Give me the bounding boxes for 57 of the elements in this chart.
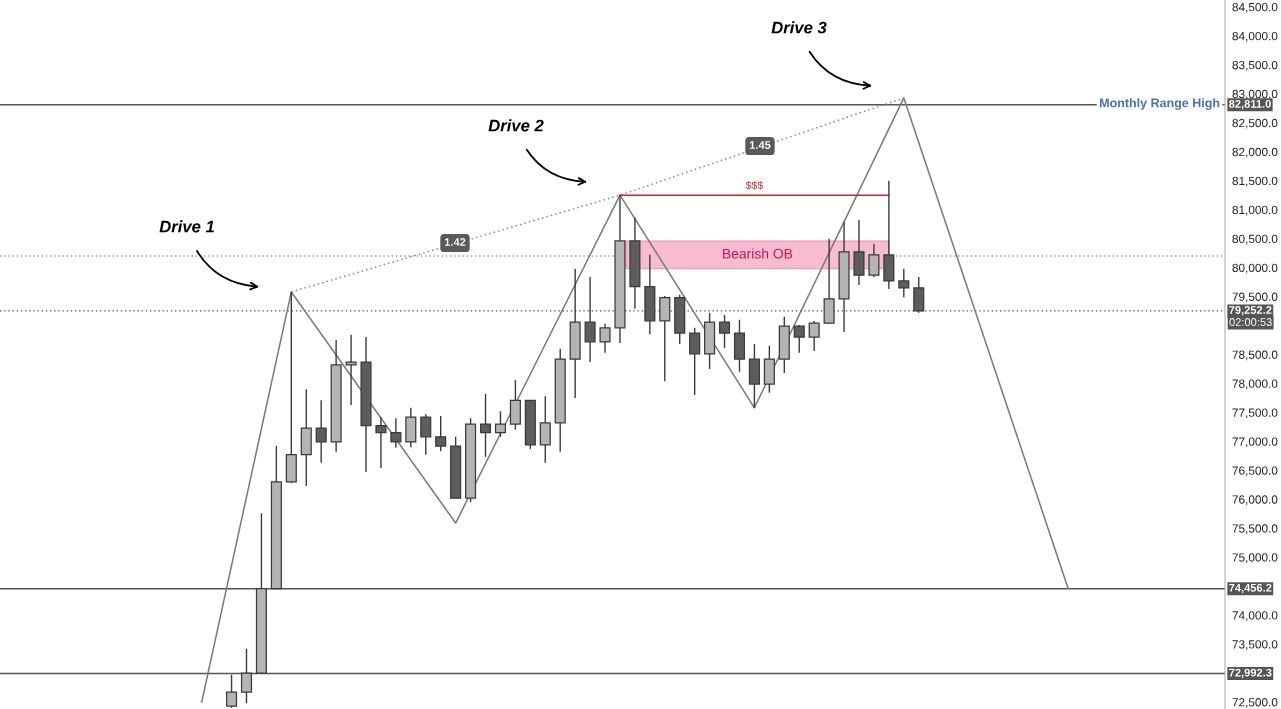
y-tick-label: 78,000.0 <box>1232 379 1278 390</box>
y-tick-label: 72,500.0 <box>1232 698 1278 708</box>
candlestick <box>539 395 551 464</box>
candlestick <box>315 399 327 464</box>
y-tick-label: 74,000.0 <box>1232 611 1278 621</box>
annotation: Drive 1 <box>159 220 214 233</box>
candlestick <box>240 648 253 704</box>
series-label: $$$ <box>745 181 763 190</box>
candlestick <box>689 327 701 396</box>
y-tick-label: 80,000.0 <box>1232 263 1278 274</box>
candlestick <box>868 243 880 278</box>
candlestick <box>435 415 447 452</box>
candlestick <box>494 410 507 438</box>
y-tick-label: 75,000.0 <box>1232 553 1278 564</box>
annotation: 1.42 <box>444 238 466 246</box>
ref-line-label: 74,456.2 <box>1229 583 1272 594</box>
candlestick <box>479 393 492 458</box>
candlestick <box>808 320 820 352</box>
text: 02:00:53 <box>1229 318 1272 326</box>
y-tick-label: 81,500.0 <box>1232 176 1278 187</box>
y-tick-label: 77,500.0 <box>1232 408 1278 419</box>
ref-line-label: 82,811.0 <box>1229 99 1271 110</box>
y-tick-label: 84,500.0 <box>1232 2 1278 13</box>
y-tick-label: 82,000.0 <box>1232 147 1278 158</box>
y-tick-label: 79,500.0 <box>1232 292 1278 303</box>
annotation: 1.45 <box>749 141 771 149</box>
candlestick <box>509 379 521 431</box>
candlestick <box>659 295 671 382</box>
y-tick-label: 82,500.0 <box>1232 118 1278 129</box>
y-tick-label: 76,500.0 <box>1232 466 1278 477</box>
annotation: Monthly Range High <box>1100 98 1220 110</box>
y-tick-label: 73,500.0 <box>1232 640 1278 650</box>
candlestick <box>898 268 910 298</box>
y-tick-label: 75,500.0 <box>1232 524 1278 535</box>
y-tick-label: 80,500.0 <box>1232 234 1278 245</box>
band-label: Bearish OB <box>723 248 793 259</box>
candlestick <box>226 674 238 709</box>
candlestick <box>390 417 402 449</box>
candlestick <box>853 219 865 286</box>
candlestick <box>793 324 805 354</box>
candlestick <box>420 413 432 456</box>
ref-line-label: 72,992.3 <box>1229 668 1272 679</box>
candlestick <box>345 334 357 406</box>
y-tick-label: 77,000.0 <box>1232 437 1278 448</box>
annotation: Drive 3 <box>771 21 827 34</box>
ref-line-label: 79,252.2 <box>1229 306 1272 316</box>
y-tick-label: 81,000.0 <box>1232 205 1278 216</box>
y-tick-label: 84,000.0 <box>1232 31 1278 42</box>
y-tick-label: 76,000.0 <box>1232 495 1278 506</box>
candlestick <box>375 416 387 469</box>
candlestick <box>599 323 611 354</box>
y-tick-label: 83,000.0 <box>1232 89 1278 100</box>
y-tick-label: 78,500.0 <box>1232 350 1278 361</box>
y-tick-label: 83,500.0 <box>1232 60 1278 71</box>
candlestick <box>718 314 731 349</box>
line-series <box>200 97 1069 703</box>
annotation: Drive 2 <box>488 119 544 132</box>
